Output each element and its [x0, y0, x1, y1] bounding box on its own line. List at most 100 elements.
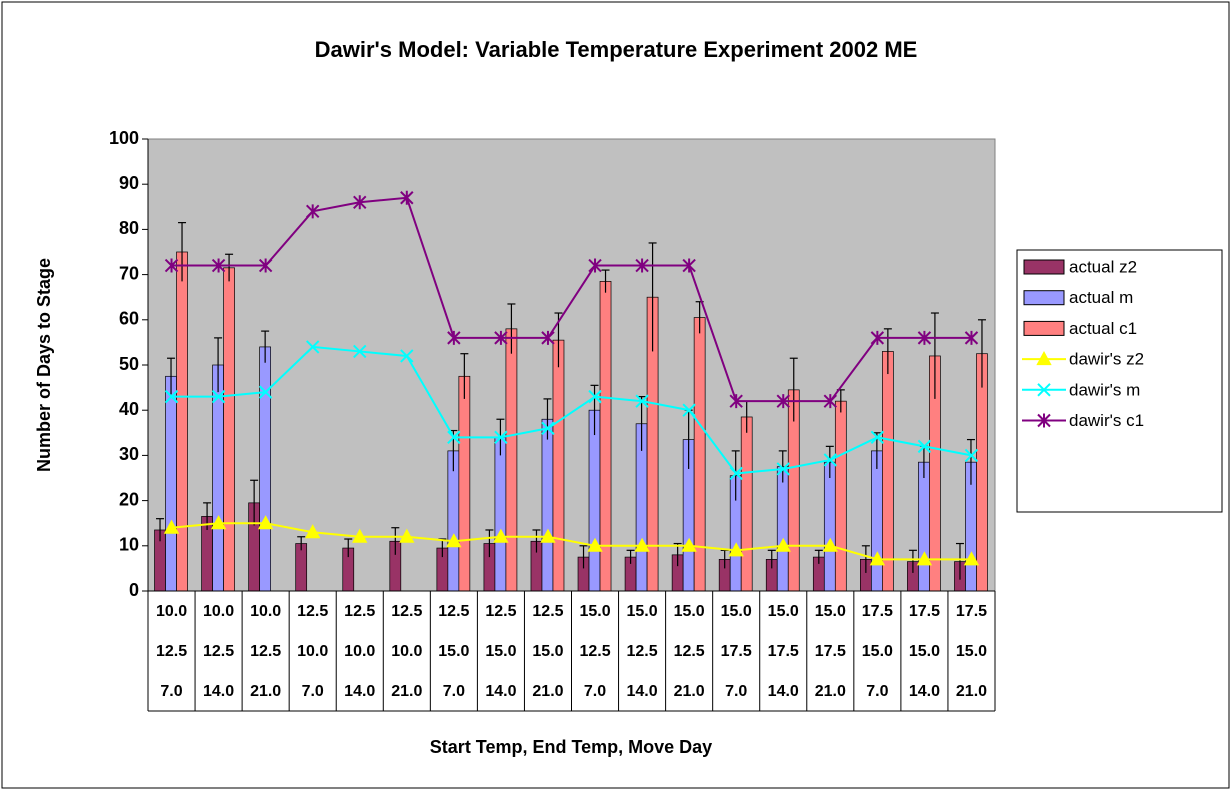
x-tick-label: 14.0	[344, 683, 375, 700]
x-tick-label: 14.0	[909, 683, 940, 700]
bar	[834, 400, 847, 592]
marker	[916, 551, 933, 566]
x-tick-label: 7.0	[725, 683, 747, 700]
marker	[540, 528, 556, 543]
y-tick-label: 20	[119, 489, 139, 509]
x-tick-label: 10.0	[344, 643, 375, 660]
x-tick-label: 10.0	[391, 643, 422, 660]
legend-label: actual m	[1069, 288, 1133, 307]
legend-swatch	[1023, 320, 1065, 336]
marker	[164, 258, 179, 273]
y-tick-label: 100	[109, 128, 139, 148]
x-tick-label: 7.0	[866, 683, 888, 700]
marker	[776, 462, 790, 476]
marker	[353, 344, 367, 359]
x-tick-label: 17.5	[815, 643, 846, 660]
marker	[399, 528, 415, 543]
marker	[163, 519, 180, 534]
marker	[1036, 351, 1052, 366]
marker	[635, 258, 649, 273]
marker	[682, 403, 696, 417]
marker	[917, 330, 932, 345]
bar	[505, 328, 518, 592]
x-tick-label: 12.5	[532, 603, 563, 620]
marker	[587, 537, 603, 552]
marker	[258, 258, 273, 273]
marker	[870, 430, 885, 445]
bar	[458, 375, 471, 592]
marker	[917, 439, 932, 454]
x-tick-label: 14.0	[768, 683, 799, 700]
y-tick-label: 60	[119, 309, 139, 329]
marker	[257, 515, 274, 530]
bar	[295, 543, 308, 592]
marker	[446, 533, 462, 548]
x-tick-label: 17.5	[956, 603, 987, 620]
legend-swatch	[1023, 290, 1065, 306]
x-tick-label: 15.0	[627, 603, 658, 620]
marker	[823, 394, 838, 409]
marker	[164, 389, 179, 404]
x-tick-label: 10.0	[203, 603, 234, 620]
x-tick-label: 21.0	[815, 683, 846, 700]
x-tick-label: 15.0	[956, 643, 987, 660]
x-tick-label: 7.0	[160, 683, 182, 700]
x-tick-label: 17.5	[768, 643, 799, 660]
x-tick-label: 21.0	[956, 683, 987, 700]
x-tick-label: 21.0	[674, 683, 705, 700]
y-tick-label: 90	[119, 173, 139, 193]
bar	[823, 461, 836, 592]
x-tick-label: 12.5	[156, 643, 187, 660]
marker	[211, 389, 226, 404]
marker	[1037, 413, 1051, 428]
legend-label: dawir's z2	[1069, 350, 1144, 369]
legend-label: actual c1	[1069, 319, 1137, 338]
marker	[258, 385, 273, 399]
x-tick-label: 10.0	[250, 603, 281, 620]
line-series	[171, 196, 972, 403]
x-tick-label: 14.0	[485, 683, 516, 700]
marker	[447, 330, 461, 345]
line-series	[171, 522, 972, 561]
marker	[588, 258, 602, 273]
legend-label: dawir's c1	[1069, 411, 1144, 430]
x-tick-label: 17.5	[862, 603, 893, 620]
x-tick-label: 12.5	[297, 603, 328, 620]
marker	[352, 528, 368, 543]
y-tick-label: 30	[119, 444, 139, 464]
bar	[588, 409, 601, 592]
x-tick-label: 21.0	[532, 683, 563, 700]
x-tick-label: 7.0	[443, 683, 465, 700]
x-tick-label: 15.0	[815, 603, 846, 620]
x-tick-label: 10.0	[156, 603, 187, 620]
x-tick-label: 12.5	[579, 643, 610, 660]
y-tick-label: 40	[119, 399, 139, 419]
marker	[494, 330, 508, 345]
legend: actual z2 actual m actual c1 dawir's z2 dawi…	[1016, 249, 1223, 513]
y-tick-label: 80	[119, 218, 139, 238]
legend-label: dawir's m	[1069, 380, 1140, 399]
x-tick-label: 12.5	[674, 643, 705, 660]
x-tick-label: 15.0	[909, 643, 940, 660]
y-tick-label: 70	[119, 263, 139, 283]
marker	[541, 330, 555, 345]
x-tick-label: 12.5	[627, 643, 658, 660]
chart-title: Dawir's Model: Variable Temperature Expe…	[315, 37, 918, 62]
x-tick-label: 12.5	[344, 603, 375, 620]
marker	[493, 528, 509, 543]
x-tick-label: 7.0	[584, 683, 606, 700]
bar	[776, 466, 789, 592]
marker	[588, 389, 602, 404]
x-tick-label: 15.0	[532, 643, 563, 660]
marker	[964, 448, 979, 463]
marker	[305, 204, 320, 219]
marker	[305, 340, 320, 354]
marker	[681, 537, 697, 552]
y-tick-label: 10	[119, 535, 139, 555]
marker	[400, 190, 414, 205]
marker	[494, 430, 508, 445]
marker	[870, 330, 885, 345]
x-tick-label: 15.0	[674, 603, 705, 620]
bar	[882, 351, 894, 592]
legend-label: actual z2	[1069, 257, 1137, 276]
